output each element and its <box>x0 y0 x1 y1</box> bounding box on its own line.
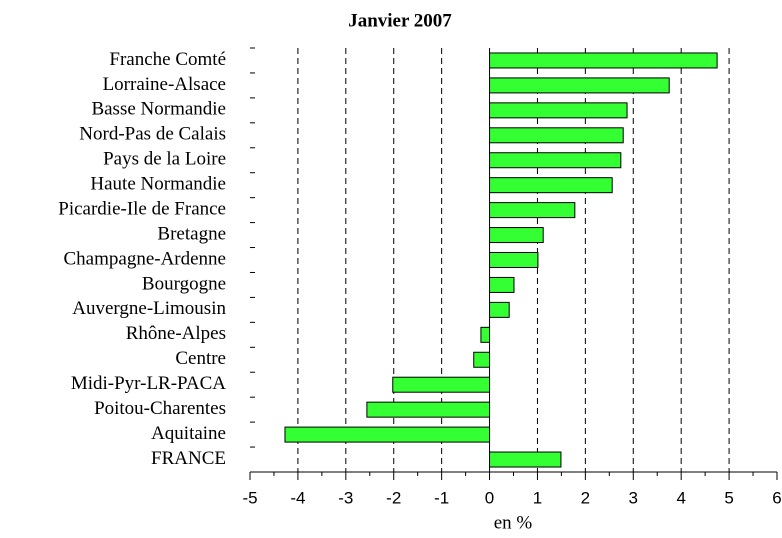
y-tick-label: Haute Normandie <box>90 174 226 195</box>
y-tick-label: Aquitaine <box>151 423 226 444</box>
x-axis-label: en % <box>494 512 533 533</box>
y-tick-label: Lorraine-Alsace <box>103 74 226 95</box>
x-tick-label: 3 <box>629 488 638 507</box>
bar <box>489 152 622 169</box>
bar <box>489 102 628 119</box>
x-tick-label: 0 <box>485 488 494 507</box>
bar <box>489 177 613 194</box>
bar <box>489 202 576 219</box>
x-tick-label: 4 <box>676 488 685 507</box>
bar <box>489 227 544 244</box>
y-tick-label: Poitou-Charentes <box>94 398 226 419</box>
bar <box>489 451 562 468</box>
bar <box>366 401 491 418</box>
bar <box>489 252 539 268</box>
x-tick-label: -1 <box>434 488 449 507</box>
y-tick-label: Bretagne <box>157 223 226 244</box>
y-tick-label: Midi-Pyr-LR-PACA <box>71 373 226 394</box>
x-tick-label: -3 <box>338 488 353 507</box>
y-tick-label: Champagne-Ardenne <box>64 248 227 269</box>
y-tick-label: Picardie-Ile de France <box>58 198 226 219</box>
bar <box>480 326 491 343</box>
bar <box>489 52 718 69</box>
bar <box>473 351 491 368</box>
y-tick-label: Pays de la Loire <box>103 149 226 170</box>
bar <box>489 301 510 318</box>
x-tick-label: 2 <box>581 488 590 507</box>
y-tick-label: Franche Comté <box>109 49 226 70</box>
bar <box>489 276 515 293</box>
x-tick-label: 5 <box>724 488 733 507</box>
bar <box>489 127 624 144</box>
bar <box>489 77 670 94</box>
x-tick-label: 6 <box>772 488 781 507</box>
y-tick-label: Basse Normandie <box>91 99 226 120</box>
y-tick-label: Bourgogne <box>142 273 226 294</box>
bar <box>284 426 491 443</box>
y-tick-label: Nord-Pas de Calais <box>79 124 226 145</box>
y-tick-label: FRANCE <box>151 448 226 469</box>
x-tick-label: 1 <box>533 488 542 507</box>
x-tick-label: -2 <box>386 488 401 507</box>
y-tick-label: Centre <box>175 348 226 369</box>
y-tick-label: Auvergne-Limousin <box>72 298 226 319</box>
x-tick-label: -4 <box>290 488 305 507</box>
x-tick-label: -5 <box>242 488 257 507</box>
chart-title: Janvier 2007 <box>348 10 452 31</box>
y-tick-label: Rhône-Alpes <box>126 323 226 344</box>
bar <box>392 376 491 393</box>
